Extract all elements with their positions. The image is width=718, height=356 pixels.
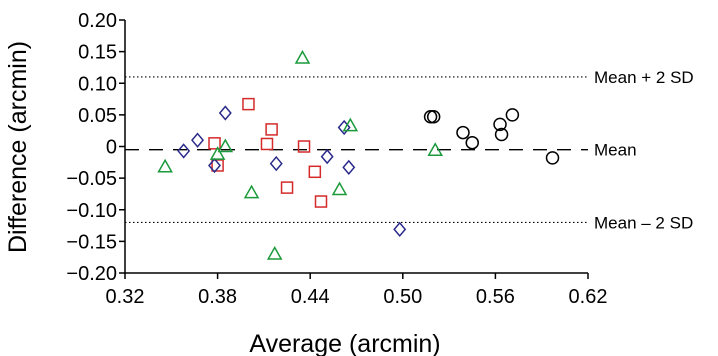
x-tick-label: 0.44	[291, 286, 330, 308]
data-point-triangle	[209, 146, 226, 160]
x-axis-title: Average (arcmin)	[249, 330, 440, 356]
data-point-square	[208, 137, 221, 150]
y-tick-label: 0.20	[78, 10, 117, 32]
data-point-square	[308, 165, 322, 179]
data-point-triangle	[342, 117, 359, 132]
data-point-triangle	[331, 181, 348, 196]
data-point-triangle	[266, 246, 283, 260]
y-tick-label: −0.05	[66, 168, 117, 190]
y-tick-label: 0	[106, 137, 117, 159]
y-tick-label: −0.20	[66, 263, 117, 285]
x-tick-label: 0.50	[383, 286, 422, 308]
data-point-triangle	[157, 158, 173, 173]
data-point-diamond	[320, 148, 334, 165]
data-point-diamond	[269, 155, 283, 172]
data-point-diamond	[337, 119, 351, 136]
plot-area: 0.200.150.100.050−0.05−0.10−0.15−0.200.3…	[66, 10, 693, 308]
data-point-diamond	[393, 221, 407, 238]
y-tick-label: −0.10	[66, 200, 117, 222]
data-point-square	[280, 181, 294, 194]
data-point-square	[314, 195, 328, 208]
data-point-circle	[545, 151, 560, 165]
data-point-circle	[493, 117, 507, 132]
data-point-triangle	[427, 142, 443, 157]
data-point-square	[211, 159, 224, 172]
data-point-triangle	[294, 49, 311, 64]
x-tick-label: 0.32	[106, 286, 145, 308]
x-tick-label: 0.62	[569, 286, 608, 308]
data-point-square	[242, 97, 255, 111]
data-point-circle	[426, 110, 441, 124]
data-point-square	[260, 137, 274, 151]
data-point-square	[265, 123, 278, 136]
data-point-triangle	[217, 138, 234, 153]
data-point-circle	[505, 108, 520, 122]
data-point-diamond	[208, 157, 221, 174]
data-point-circle	[465, 135, 479, 150]
x-tick-label: 0.38	[198, 286, 237, 308]
data-point-circle	[456, 125, 470, 140]
y-tick-label: 0.10	[78, 73, 117, 95]
y-axis-title: Difference (arcmin)	[4, 41, 32, 253]
data-point-diamond	[177, 143, 191, 159]
data-point-circle	[494, 127, 509, 142]
data-point-square	[297, 140, 311, 153]
y-tick-label: 0.15	[78, 42, 117, 64]
data-point-circle	[423, 110, 438, 124]
y-tick-label: −0.15	[66, 231, 117, 253]
reference-line-label: Mean – 2 SD	[594, 213, 693, 232]
data-point-triangle	[243, 184, 260, 199]
reference-line-label: Mean	[594, 141, 637, 160]
y-tick-label: 0.05	[78, 105, 117, 127]
reference-line-label: Mean + 2 SD	[594, 68, 694, 87]
data-point-diamond	[342, 159, 356, 176]
data-point-diamond	[218, 105, 232, 121]
x-tick-label: 0.56	[476, 286, 515, 308]
data-point-diamond	[191, 132, 205, 148]
